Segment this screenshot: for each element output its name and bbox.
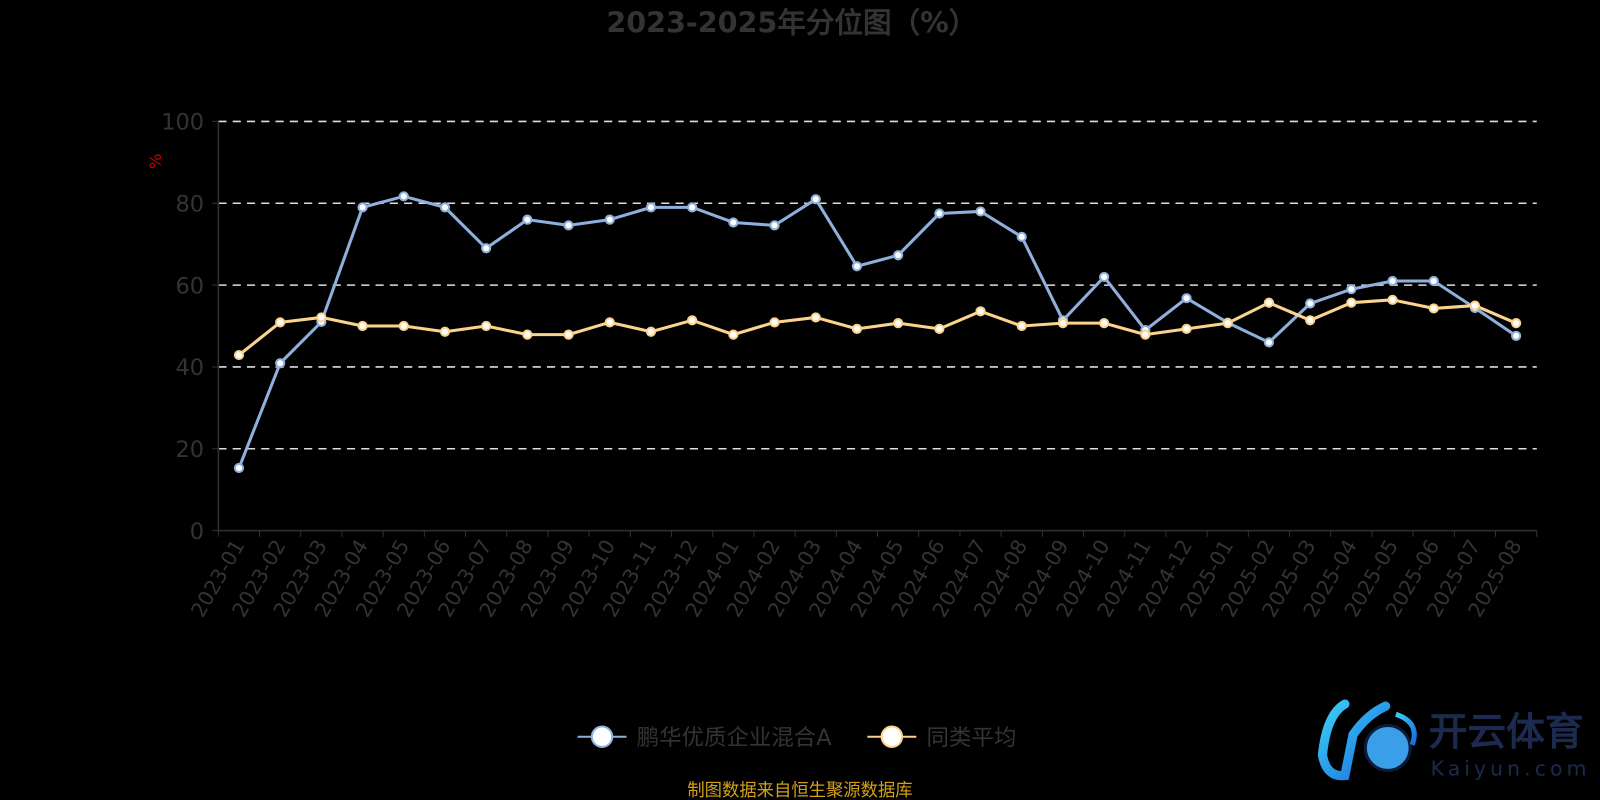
- data-point-1: [728, 329, 739, 340]
- data-point-1: [687, 315, 698, 326]
- y-tick-label: 60: [176, 273, 205, 299]
- data-point-0: [275, 358, 286, 369]
- data-point-0: [233, 462, 245, 474]
- data-point-0: [934, 208, 945, 219]
- data-point-1: [1469, 300, 1481, 311]
- data-point-0: [1099, 271, 1110, 283]
- watermark-brand: 开云体育: [1429, 710, 1584, 755]
- legend: 鹏华优质企业混合A 同类平均: [577, 725, 1016, 751]
- data-point-1: [481, 320, 492, 332]
- data-point-1: [316, 312, 327, 323]
- data-point-0: [851, 261, 863, 272]
- data-point-0: [1511, 330, 1522, 341]
- data-point-1: [975, 306, 986, 317]
- data-point-0: [604, 214, 615, 225]
- data-point-1: [769, 317, 780, 328]
- data-point-1: [645, 326, 657, 337]
- soccer-ball-icon: [1363, 723, 1412, 772]
- series-line-0: [237, 194, 1517, 469]
- data-point-0: [769, 220, 780, 231]
- data-point-1: [1057, 318, 1069, 329]
- kaiyun-logo-watermark: 开云体育 Kaiyun.com: [1317, 699, 1591, 781]
- legend-item-fund[interactable]: 鹏华优质企业混合A: [577, 725, 833, 751]
- data-point-0: [563, 220, 574, 231]
- data-point-0: [1346, 284, 1357, 295]
- legend-label-average: 同类平均: [927, 725, 1017, 751]
- data-point-1: [1346, 297, 1357, 308]
- data-point-0: [398, 191, 409, 202]
- data-point-1: [604, 317, 615, 328]
- data-point-1: [522, 329, 533, 340]
- data-point-0: [687, 202, 698, 213]
- data-point-1: [1140, 329, 1151, 340]
- data-point-0: [810, 194, 821, 205]
- data-point-0: [481, 243, 492, 254]
- legend-label-fund: 鹏华优质企业混合A: [637, 725, 833, 751]
- y-tick-label: 40: [176, 355, 205, 381]
- watermark-domain: Kaiyun.com: [1431, 757, 1591, 781]
- data-point-1: [851, 323, 863, 334]
- data-point-1: [233, 349, 245, 361]
- data-point-1: [275, 317, 286, 328]
- data-point-0: [893, 250, 904, 261]
- data-point-1: [934, 323, 945, 334]
- data-point-0: [439, 202, 451, 213]
- y-axis-label: %: [146, 153, 165, 169]
- data-point-1: [563, 329, 574, 340]
- data-point-1: [1263, 297, 1275, 308]
- data-point-1: [1428, 303, 1439, 314]
- data-point-1: [1099, 318, 1110, 329]
- data-point-0: [1305, 298, 1316, 309]
- data-point-0: [975, 206, 986, 217]
- data-point-1: [810, 312, 821, 323]
- data-point-0: [1428, 275, 1439, 287]
- y-tick-label: 80: [176, 191, 205, 217]
- y-tick-label: 100: [161, 110, 204, 136]
- data-point-1: [1511, 318, 1522, 329]
- data-point-1: [893, 318, 904, 329]
- legend-item-average[interactable]: 同类平均: [867, 725, 1016, 751]
- data-point-1: [1222, 318, 1233, 329]
- y-tick-label: 0: [190, 519, 204, 545]
- data-point-1: [1181, 323, 1192, 334]
- data-point-0: [728, 217, 739, 228]
- data-point-1: [439, 326, 451, 337]
- data-point-1: [398, 320, 409, 332]
- data-point-1: [1387, 294, 1398, 305]
- data-point-0: [1016, 231, 1027, 242]
- data-point-0: [1263, 337, 1275, 348]
- y-tick-label: 20: [176, 437, 205, 463]
- data-source-footer: 制图数据来自恒生聚源数据库: [687, 781, 912, 800]
- data-point-1: [357, 320, 368, 332]
- data-point-0: [1181, 293, 1192, 304]
- data-point-0: [522, 214, 533, 225]
- data-point-1: [1016, 320, 1027, 332]
- series-line-1: [238, 298, 1517, 357]
- data-point-0: [1387, 275, 1398, 287]
- chart-title: 2023-2025年分位图（%）: [606, 6, 977, 40]
- data-point-0: [357, 202, 368, 213]
- data-point-0: [645, 202, 657, 213]
- legend-marker-fund: [590, 725, 614, 748]
- legend-marker-average: [880, 725, 904, 748]
- data-point-1: [1305, 315, 1316, 326]
